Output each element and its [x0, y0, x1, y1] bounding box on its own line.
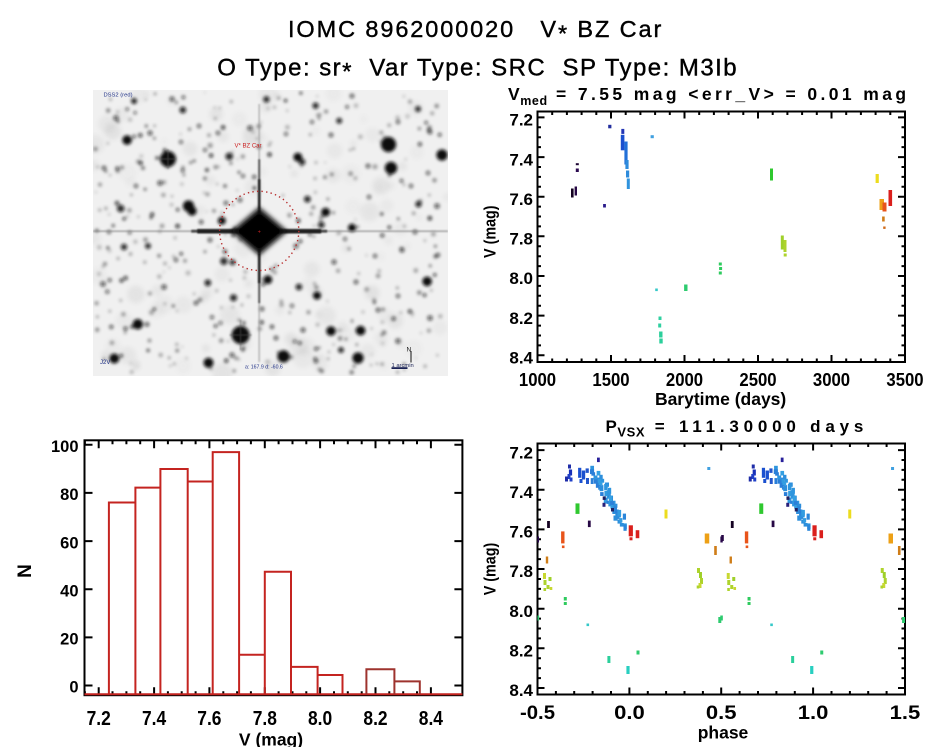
svg-text:Vmed = 7.55 mag <err_V> = 0.01: Vmed = 7.55 mag <err_V> = 0.01 mag — [508, 84, 909, 108]
svg-text:8.4: 8.4 — [419, 708, 444, 730]
svg-text:8.2: 8.2 — [363, 708, 387, 730]
svg-text:8.2: 8.2 — [509, 309, 533, 328]
svg-text:7.6: 7.6 — [509, 190, 533, 209]
svg-text:V (mag): V (mag) — [482, 543, 500, 596]
svg-text:3500: 3500 — [886, 369, 923, 390]
svg-text:40: 40 — [60, 582, 78, 600]
svg-text:V* BZ Car: V* BZ Car — [235, 144, 262, 150]
svg-text:N: N — [15, 564, 36, 578]
svg-text:3000: 3000 — [813, 369, 850, 390]
svg-text:1.0: 1.0 — [798, 702, 829, 724]
svg-text:PVSX = 111.30000 days: PVSX = 111.30000 days — [606, 417, 869, 440]
svg-text:7.8: 7.8 — [509, 562, 533, 581]
svg-text:2500: 2500 — [739, 369, 776, 390]
svg-text:7.8: 7.8 — [253, 708, 277, 730]
svg-text:8.0: 8.0 — [509, 602, 533, 621]
svg-text:20: 20 — [60, 631, 78, 649]
svg-text:1.5: 1.5 — [890, 702, 921, 724]
svg-text:8.4: 8.4 — [509, 681, 533, 700]
svg-text:0.5: 0.5 — [706, 702, 737, 724]
svg-text:100: 100 — [51, 438, 79, 456]
svg-text:2000: 2000 — [666, 369, 703, 390]
svg-text:60: 60 — [60, 534, 78, 552]
svg-text:7.8: 7.8 — [509, 230, 533, 249]
svg-text:7.4: 7.4 — [509, 483, 533, 502]
svg-text:1500: 1500 — [592, 369, 629, 390]
svg-text:O Type: sr* Var Type: SRC SP: O Type: sr* Var Type: SRC SP Type: M3Ib — [217, 54, 738, 85]
svg-text:7.4: 7.4 — [142, 708, 167, 730]
svg-text:7.4: 7.4 — [509, 150, 533, 169]
svg-text:0: 0 — [69, 679, 78, 697]
svg-text:80: 80 — [60, 486, 78, 504]
svg-text:0.0: 0.0 — [614, 702, 645, 724]
svg-text:7.2: 7.2 — [87, 708, 111, 730]
svg-text:8.0: 8.0 — [509, 269, 533, 288]
svg-text:Barytime (days): Barytime (days) — [655, 389, 786, 409]
svg-text:DSS2 (red): DSS2 (red) — [104, 92, 133, 98]
svg-text:8.0: 8.0 — [308, 708, 332, 730]
svg-text:phase: phase — [698, 723, 749, 743]
svg-text:V (mag): V (mag) — [482, 205, 500, 258]
svg-text:1 arcmin: 1 arcmin — [392, 363, 414, 369]
svg-text:+: + — [258, 229, 261, 235]
svg-text:7.6: 7.6 — [197, 708, 221, 730]
svg-text:8.4: 8.4 — [509, 349, 533, 368]
svg-text:J2V: J2V — [100, 360, 110, 366]
svg-text:V (mag): V (mag) — [239, 730, 303, 747]
svg-text:8.2: 8.2 — [509, 642, 533, 661]
svg-text:7.6: 7.6 — [509, 523, 533, 542]
svg-text:7.2: 7.2 — [509, 443, 533, 462]
svg-text:a: 167.9 d: -60.6: a: 167.9 d: -60.6 — [245, 365, 283, 371]
svg-text:-0.5: -0.5 — [520, 702, 555, 724]
svg-text:IOMC 8962000020 V* BZ Car: IOMC 8962000020 V* BZ Car — [288, 16, 663, 46]
svg-text:N: N — [407, 347, 412, 354]
svg-text:1000: 1000 — [519, 369, 556, 390]
svg-text:7.2: 7.2 — [509, 111, 533, 130]
